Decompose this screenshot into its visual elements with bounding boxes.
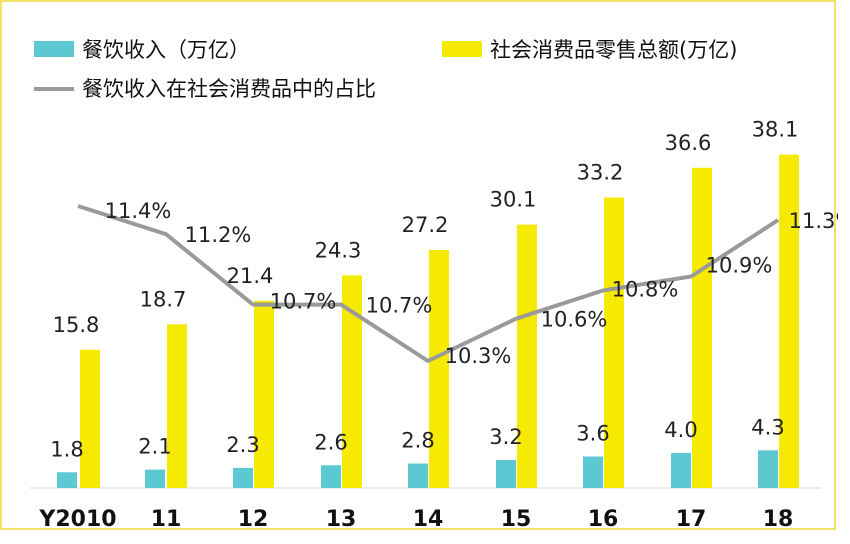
- label-retail-3: 24.3: [315, 238, 362, 262]
- label-share-2: 10.7%: [270, 290, 337, 314]
- label-retail-5: 30.1: [490, 188, 537, 212]
- x-tick-0: Y2010: [38, 507, 116, 532]
- bar-retail-2: [254, 300, 274, 488]
- label-share-0: 11.4%: [105, 199, 172, 223]
- legend-swatch-dining: [34, 41, 74, 57]
- x-tick-3: 13: [326, 507, 357, 532]
- x-ticks-layer: Y2010 11 12 13 14 15 16 17 18: [38, 507, 793, 532]
- bars-layer: [57, 154, 799, 488]
- label-retail-7: 36.6: [665, 131, 712, 155]
- label-retail-4: 27.2: [402, 213, 449, 237]
- label-dining-1: 2.1: [138, 435, 171, 459]
- x-tick-4: 14: [413, 507, 444, 532]
- bar-retail-1: [167, 324, 187, 488]
- label-dining-5: 3.2: [489, 425, 522, 449]
- bar-retail-7: [692, 167, 712, 488]
- bar-dining-5: [496, 460, 516, 488]
- label-dining-7: 4.0: [664, 418, 697, 442]
- bar-dining-7: [671, 453, 691, 488]
- legend-label-dining: 餐饮收入（万亿）: [82, 38, 250, 62]
- label-dining-6: 3.6: [576, 422, 609, 446]
- label-share-6: 10.8%: [612, 278, 679, 302]
- bar-retail-6: [604, 197, 624, 488]
- chart-frame: 餐饮收入（万亿） 社会消费品零售总额(万亿) 餐饮收入在社会消费品中的占比 1.…: [0, 0, 850, 532]
- chart: 餐饮收入（万亿） 社会消费品零售总额(万亿) 餐饮收入在社会消费品中的占比 1.…: [30, 38, 850, 532]
- label-dining-3: 2.6: [314, 430, 347, 454]
- label-retail-0: 15.8: [53, 313, 100, 337]
- bar-dining-4: [408, 463, 428, 488]
- label-share-8: 11.3%: [789, 209, 838, 233]
- label-retail-2: 21.4: [227, 264, 274, 288]
- bar-retail-5: [517, 224, 537, 488]
- x-tick-8: 18: [763, 507, 794, 532]
- x-tick-5: 15: [501, 507, 532, 532]
- legend-label-retail: 社会消费品零售总额(万亿): [490, 38, 737, 62]
- bar-dining-8: [758, 450, 778, 488]
- bar-retail-4: [429, 250, 449, 488]
- bar-dining-1: [145, 469, 165, 488]
- label-share-5: 10.6%: [541, 308, 608, 332]
- x-tick-6: 16: [588, 507, 619, 532]
- label-retail-1: 18.7: [140, 287, 187, 311]
- label-dining-0: 1.8: [50, 437, 83, 461]
- label-retail-6: 33.2: [577, 161, 624, 185]
- label-share-4: 10.3%: [445, 344, 512, 368]
- legend-label-share: 餐饮收入在社会消费品中的占比: [82, 77, 376, 101]
- bar-retail-8: [779, 154, 799, 488]
- bar-retail-0: [80, 349, 100, 488]
- share-line: [77, 204, 780, 363]
- label-dining-2: 2.3: [226, 433, 259, 457]
- data-labels-layer: 1.8 15.8 2.1 18.7 2.3 21.4 2.6 24.3 2.8 27.2 3.2 30…: [50, 118, 850, 462]
- label-retail-8: 38.1: [752, 118, 799, 142]
- x-tick-1: 11: [151, 507, 182, 532]
- label-dining-4: 2.8: [401, 429, 434, 453]
- legend-swatch-retail: [442, 41, 482, 57]
- x-tick-7: 17: [676, 507, 707, 532]
- label-share-3: 10.7%: [366, 294, 433, 318]
- bar-retail-3: [342, 275, 362, 488]
- bar-dining-6: [583, 456, 603, 488]
- bar-dining-0: [57, 472, 77, 488]
- label-share-7: 10.9%: [706, 253, 773, 277]
- x-tick-2: 12: [238, 507, 269, 532]
- bar-dining-3: [321, 465, 341, 488]
- share-line-layer: [77, 204, 780, 363]
- legend: 餐饮收入（万亿） 社会消费品零售总额(万亿) 餐饮收入在社会消费品中的占比: [34, 38, 737, 101]
- bar-dining-2: [233, 467, 253, 488]
- label-dining-8: 4.3: [751, 415, 784, 439]
- label-share-1: 11.2%: [185, 223, 252, 247]
